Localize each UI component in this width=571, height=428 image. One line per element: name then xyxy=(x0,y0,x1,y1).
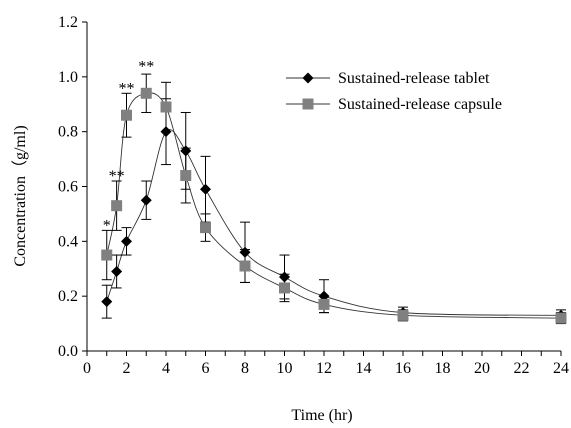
x-tick-label: 0 xyxy=(83,360,91,377)
y-tick-label: 0.4 xyxy=(58,233,78,250)
y-tick-label: 1.2 xyxy=(58,14,78,31)
significance-mark: * xyxy=(103,217,111,234)
y-axis-title: Concentration（g/ml) xyxy=(11,125,29,266)
annotation-layer: ******* xyxy=(103,58,155,234)
series-1 xyxy=(101,98,567,322)
data-point xyxy=(140,87,152,99)
legend-label: Sustained-release tablet xyxy=(338,70,490,87)
legend-label: Sustained-release capsule xyxy=(338,96,502,113)
data-point xyxy=(101,296,113,308)
y-tick-label: 0.2 xyxy=(58,288,78,305)
significance-mark: ** xyxy=(119,80,135,97)
y-tick-label: 0.0 xyxy=(58,343,78,360)
data-point xyxy=(239,260,251,272)
legend: Sustained-release tablet Sustained-releas… xyxy=(286,70,502,113)
y-tick-label: 0.6 xyxy=(58,179,78,196)
data-point xyxy=(200,222,211,234)
series-2 xyxy=(101,73,567,325)
data-point xyxy=(555,312,567,324)
legend-item-2: Sustained-release capsule xyxy=(286,96,502,113)
x-tick-label: 24 xyxy=(553,360,569,377)
x-tick-label: 16 xyxy=(395,360,411,377)
data-point xyxy=(200,183,211,195)
legend-marker xyxy=(302,98,314,110)
x-tick-label: 6 xyxy=(202,360,210,377)
x-axis-title: Time (hr) xyxy=(291,407,352,424)
data-point xyxy=(101,249,113,261)
data-point xyxy=(121,109,132,121)
legend-marker xyxy=(302,72,314,84)
x-tick-label: 18 xyxy=(435,360,451,377)
data-point xyxy=(111,265,123,277)
x-tick-label: 8 xyxy=(241,360,249,377)
x-tick-label: 10 xyxy=(277,360,293,377)
data-point xyxy=(318,298,330,310)
x-tick-label: 12 xyxy=(316,360,332,377)
significance-mark: ** xyxy=(109,168,125,185)
x-tick-label: 2 xyxy=(123,360,131,377)
legend-item-1: Sustained-release tablet xyxy=(286,70,490,87)
x-tick-label: 22 xyxy=(514,360,530,377)
data-point xyxy=(397,309,409,321)
y-tick-label: 1.0 xyxy=(58,69,78,86)
data-point xyxy=(111,200,123,212)
x-tick-label: 14 xyxy=(356,360,372,377)
x-tick-label: 4 xyxy=(162,360,170,377)
series-layer xyxy=(101,73,567,325)
series-line xyxy=(106,92,562,319)
data-point xyxy=(180,170,192,182)
data-point xyxy=(140,194,152,206)
x-tick-label: 20 xyxy=(474,360,490,377)
y-tick-label: 0.8 xyxy=(58,124,78,141)
significance-mark: ** xyxy=(138,58,154,75)
data-point xyxy=(121,235,132,247)
series-line xyxy=(106,129,562,316)
data-point xyxy=(160,101,172,113)
axes: 0.00.20.40.60.81.01.20 2 4 6 8 10 12 14 16 18 20 22… xyxy=(58,14,569,377)
data-point xyxy=(279,282,290,294)
